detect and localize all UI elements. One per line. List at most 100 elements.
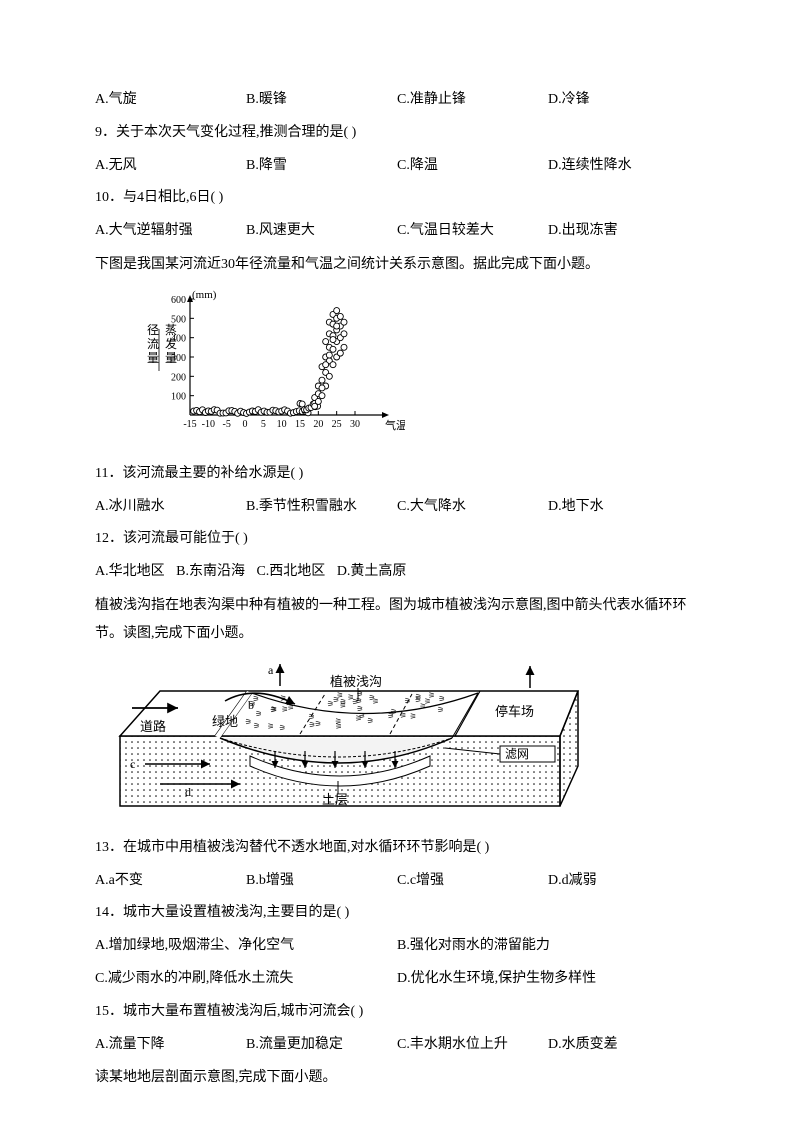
svg-text:20: 20 (313, 419, 323, 430)
svg-text:⚞: ⚞ (279, 723, 286, 732)
chart-runoff-temp: (mm)600500400300200100-15-10-50510152025… (135, 287, 699, 455)
svg-text:蒸: 蒸 (165, 323, 177, 337)
context-2: 植被浅沟指在地表沟渠中种有植被的一种工程。图为城市植被浅沟示意图,图中箭头代表水… (95, 592, 699, 648)
svg-text:发: 发 (165, 336, 177, 351)
svg-text:⚞: ⚞ (368, 693, 375, 702)
svg-text:b: b (248, 698, 254, 712)
q12-opt-d: D.黄土高原 (337, 564, 407, 579)
svg-text:量: 量 (147, 351, 159, 365)
svg-text:10: 10 (277, 419, 287, 430)
svg-text:⚞: ⚞ (332, 696, 339, 705)
svg-text:流: 流 (147, 337, 159, 351)
svg-text:200: 200 (171, 372, 186, 383)
svg-text:停车场: 停车场 (495, 704, 534, 719)
svg-text:30: 30 (350, 419, 360, 430)
q15-opt-c: C.丰水期水位上升 (397, 1030, 548, 1061)
svg-text:绿地: 绿地 (212, 714, 238, 729)
q11-opt-a: A.冰川融水 (95, 492, 246, 523)
svg-text:d: d (185, 785, 191, 799)
svg-text:25: 25 (332, 419, 342, 430)
q8-opt-c: C.准静止锋 (397, 85, 548, 116)
q12-opt-b: B.东南沿海 (176, 564, 245, 579)
q9-stem: 9．关于本次天气变化过程,推测合理的是( ) (95, 118, 699, 149)
svg-text:15: 15 (295, 419, 305, 430)
svg-text:⚞: ⚞ (404, 696, 411, 705)
q15-options: A.流量下降 B.流量更加稳定 C.丰水期水位上升 D.水质变差 (95, 1030, 699, 1061)
svg-text:⚞: ⚞ (281, 705, 288, 714)
q9-opt-b: B.降雪 (246, 151, 397, 182)
svg-text:0: 0 (243, 419, 248, 430)
q14-options-1: A.增加绿地,吸烟滞尘、净化空气 B.强化对雨水的滞留能力 (95, 931, 699, 962)
svg-text:道路: 道路 (140, 719, 166, 734)
svg-text:c: c (130, 757, 135, 771)
svg-text:量: 量 (165, 351, 177, 365)
q13-opt-d: D.d减弱 (548, 866, 699, 897)
svg-text:⚞: ⚞ (340, 698, 347, 707)
q15-opt-b: B.流量更加稳定 (246, 1030, 397, 1061)
svg-text:⚞: ⚞ (437, 705, 444, 714)
q8-opt-b: B.暖锋 (246, 85, 397, 116)
svg-text:⚞: ⚞ (428, 691, 435, 700)
svg-text:⚞: ⚞ (355, 714, 362, 723)
q10-stem: 10．与4日相比,6日( ) (95, 183, 699, 214)
q11-opt-d: D.地下水 (548, 492, 699, 523)
svg-text:5: 5 (261, 419, 266, 430)
q8-opt-d: D.冷锋 (548, 85, 699, 116)
q10-opt-b: B.风速更大 (246, 216, 397, 247)
svg-text:⚞: ⚞ (390, 707, 397, 716)
svg-text:600: 600 (171, 295, 186, 306)
svg-text:-10: -10 (202, 419, 215, 430)
svg-text:⚞: ⚞ (308, 720, 315, 729)
svg-text:⚞: ⚞ (356, 705, 363, 714)
q13-options: A.a不变 B.b增强 C.c增强 D.d减弱 (95, 866, 699, 897)
q11-stem: 11．该河流最主要的补给水源是( ) (95, 459, 699, 490)
svg-text:滤网: 滤网 (505, 747, 529, 761)
q13-opt-b: B.b增强 (246, 866, 397, 897)
q13-stem: 13．在城市中用植被浅沟替代不透水地面,对水循环环节影响是( ) (95, 833, 699, 864)
context-1: 下图是我国某河流近30年径流量和气温之间统计关系示意图。据此完成下面小题。 (95, 251, 699, 279)
svg-text:⚞: ⚞ (267, 722, 274, 731)
svg-text:植被浅沟: 植被浅沟 (330, 674, 382, 689)
q10-opt-d: D.出现冻害 (548, 216, 699, 247)
q14-opt-c: C.减少雨水的冲刷,降低水土流失 (95, 964, 397, 995)
q14-opt-a: A.增加绿地,吸烟滞尘、净化空气 (95, 931, 397, 962)
q10-opt-a: A.大气逆辐射强 (95, 216, 246, 247)
svg-text:-15: -15 (183, 419, 196, 430)
q9-opt-c: C.降温 (397, 151, 548, 182)
svg-text:a: a (268, 663, 274, 677)
svg-text:⚞: ⚞ (255, 710, 262, 719)
q11-opt-c: C.大气降水 (397, 492, 548, 523)
svg-text:⚞: ⚞ (270, 705, 277, 714)
q9-opt-d: D.连续性降水 (548, 151, 699, 182)
svg-text:⚞: ⚞ (253, 722, 260, 731)
q13-opt-a: A.a不变 (95, 866, 246, 897)
q9-opt-a: A.无风 (95, 151, 246, 182)
q15-opt-a: A.流量下降 (95, 1030, 246, 1061)
svg-text:-5: -5 (222, 419, 230, 430)
svg-text:⚞: ⚞ (335, 722, 342, 731)
q9-options: A.无风 B.降雪 C.降温 D.连续性降水 (95, 151, 699, 182)
svg-text:气温(℃): 气温(℃) (385, 418, 405, 432)
q15-stem: 15．城市大量布置植被浅沟后,城市河流会( ) (95, 997, 699, 1028)
q15-opt-d: D.水质变差 (548, 1030, 699, 1061)
svg-text:土层: 土层 (322, 792, 348, 807)
q8-options: A.气旋 B.暖锋 C.准静止锋 D.冷锋 (95, 85, 699, 116)
q14-stem: 14．城市大量设置植被浅沟,主要目的是( ) (95, 898, 699, 929)
context-3: 读某地地层剖面示意图,完成下面小题。 (95, 1064, 699, 1092)
q10-opt-c: C.气温日较差大 (397, 216, 548, 247)
q10-options: A.大气逆辐射强 B.风速更大 C.气温日较差大 D.出现冻害 (95, 216, 699, 247)
svg-text:⚞: ⚞ (367, 716, 374, 725)
q14-options-2: C.减少雨水的冲刷,降低水土流失 D.优化水生环境,保护生物多样性 (95, 964, 699, 995)
q14-opt-b: B.强化对雨水的滞留能力 (397, 931, 699, 962)
q12-stem: 12．该河流最可能位于( ) (95, 524, 699, 555)
q12-opt-c: C.西北地区 (256, 564, 325, 579)
q11-options: A.冰川融水 B.季节性积雪融水 C.大气降水 D.地下水 (95, 492, 699, 523)
q13-opt-c: C.c增强 (397, 866, 548, 897)
svg-text:⚞: ⚞ (415, 693, 422, 702)
svg-text:径: 径 (147, 323, 159, 337)
q12-options: A.华北地区 B.东南沿海 C.西北地区 D.黄土高原 (95, 557, 699, 588)
svg-text:100: 100 (171, 392, 186, 403)
svg-text:⚞: ⚞ (438, 695, 445, 704)
q12-opt-a: A.华北地区 (95, 564, 165, 579)
q14-opt-d: D.优化水生环境,保护生物多样性 (397, 964, 699, 995)
